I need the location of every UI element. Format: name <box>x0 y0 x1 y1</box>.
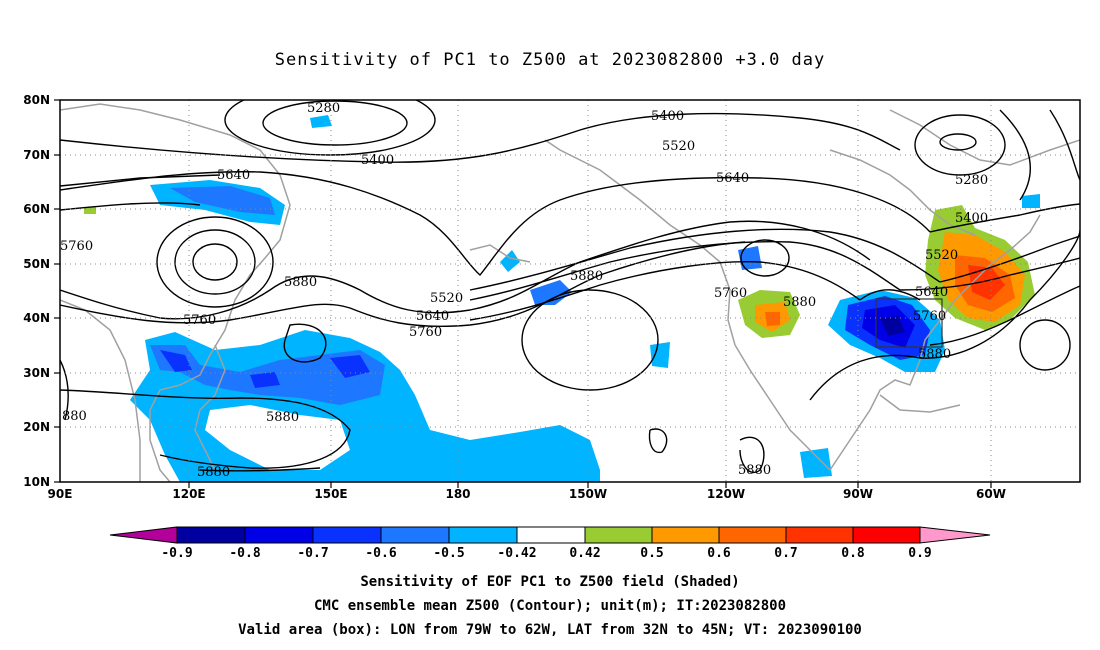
lat-tick-label: 40N <box>23 311 50 325</box>
neg-region-small5 <box>1022 194 1040 208</box>
contour-labels: 5280 5400 5400 5640 5520 5640 5280 5400 … <box>60 101 988 480</box>
neg-region-north-core <box>170 186 275 215</box>
neg-region-wpac-white <box>205 405 350 470</box>
lat-tick-label: 80N <box>23 93 50 107</box>
colorbar-label: 0.6 <box>707 546 731 561</box>
colorbar-label: 0.5 <box>640 546 663 561</box>
caption-shaded: Sensitivity of EOF PC1 to Z500 field (Sh… <box>360 574 740 590</box>
lon-tick-label: 90E <box>48 487 73 501</box>
neg-region-small4 <box>800 448 832 478</box>
lon-tick-label: 120W <box>707 487 745 501</box>
contour-label: 5400 <box>955 211 988 226</box>
colorbar-cell <box>380 526 450 544</box>
lon-tick-label: 150W <box>569 487 607 501</box>
colorbar-label: 0.42 <box>569 546 600 561</box>
pos-region-natl-red <box>968 265 1005 300</box>
neg-region-wpac-strong <box>160 350 370 388</box>
colorbar-left-triangle <box>109 526 178 544</box>
colorbar-cell <box>584 526 653 544</box>
colorbar-cell <box>244 526 314 544</box>
caption-valid-area: Valid area (box): LON from 79W to 62W, L… <box>238 622 862 638</box>
plot-frame <box>59 99 1081 483</box>
colorbar-label: 0.8 <box>841 546 865 561</box>
caption-contour: CMC ensemble mean Z500 (Contour); unit(m… <box>313 598 786 614</box>
contour-label: 5400 <box>361 153 394 168</box>
contour-label: 5760 <box>913 309 946 324</box>
contour-label: 5640 <box>416 309 449 324</box>
colorbar-cell <box>852 526 921 544</box>
contour-label: 5880 <box>738 463 771 478</box>
contour-label: 5640 <box>716 171 749 186</box>
neg-region-small1 <box>310 115 332 128</box>
contour-label: 5880 <box>783 295 816 310</box>
lon-tick-label: 60W <box>976 487 1006 501</box>
colorbar-cell <box>448 526 518 544</box>
colorbar-label: -0.9 <box>161 546 192 561</box>
neg-region-small2 <box>650 342 670 368</box>
colorbar-cell <box>651 526 720 544</box>
lon-tick-label: 90W <box>843 487 873 501</box>
contour-label: 5520 <box>925 248 958 263</box>
contour-label: 5760 <box>409 325 442 340</box>
neg-region-eus-max <box>880 316 905 336</box>
contour-label: 5520 <box>430 291 463 306</box>
contour-label: 5880 <box>266 410 299 425</box>
neg-region-mid1 <box>530 280 572 305</box>
lon-tick-label: 150E <box>314 487 347 501</box>
colorbar-label: -0.6 <box>365 546 396 561</box>
lat-tick-label: 70N <box>23 148 50 162</box>
lat-tick-label: 60N <box>23 202 50 216</box>
colorbar-label: -0.42 <box>497 546 536 561</box>
chart-title: Sensitivity of PC1 to Z500 at 2023082800… <box>274 50 826 70</box>
shaded-sensitivity <box>84 115 1040 482</box>
contour-label: 5280 <box>955 173 988 188</box>
valid-area-box <box>875 298 943 348</box>
colorbar-cell <box>312 526 382 544</box>
contour-label: 5640 <box>915 285 948 300</box>
contour-label: 5880 <box>570 269 603 284</box>
contour-label: 5880 <box>197 465 230 480</box>
colorbar-label: -0.8 <box>229 546 260 561</box>
contour-label: 5520 <box>662 139 695 154</box>
lat-axis <box>54 99 60 483</box>
contour-label: 5880 <box>284 275 317 290</box>
graticule <box>60 100 1080 482</box>
lon-tick-label: 120E <box>172 487 205 501</box>
contour-label: 5640 <box>217 168 250 183</box>
colorbar-cell <box>516 526 586 544</box>
lat-tick-label: 20N <box>23 420 50 434</box>
colorbar-label: -0.5 <box>433 546 464 561</box>
colorbar-label: 0.7 <box>774 546 797 561</box>
lat-tick-label: 10N <box>23 475 50 489</box>
colorbar-cell <box>176 526 246 544</box>
lat-tick-label: 50N <box>23 257 50 271</box>
colorbar-cell <box>718 526 787 544</box>
colorbar-label: -0.7 <box>297 546 328 561</box>
colorbar <box>109 526 991 544</box>
lon-axis <box>188 482 992 488</box>
contour-label: 5760 <box>714 286 747 301</box>
contour-label: 5760 <box>183 313 216 328</box>
lon-tick-label: 180 <box>445 487 470 501</box>
colorbar-cell <box>785 526 854 544</box>
colorbar-label: 0.9 <box>908 546 931 561</box>
contour-label: 5280 <box>307 101 340 116</box>
contour-label: 5880 <box>918 347 951 362</box>
contour-label: 5760 <box>60 239 93 254</box>
pos-region-gulf-dark <box>765 312 780 326</box>
colorbar-right-triangle <box>919 526 991 544</box>
contour-label: 880 <box>62 409 87 424</box>
neg-region-wpac <box>130 330 600 482</box>
neg-region-mid2 <box>500 250 520 272</box>
lat-tick-label: 30N <box>23 366 50 380</box>
contour-label: 5400 <box>651 109 684 124</box>
